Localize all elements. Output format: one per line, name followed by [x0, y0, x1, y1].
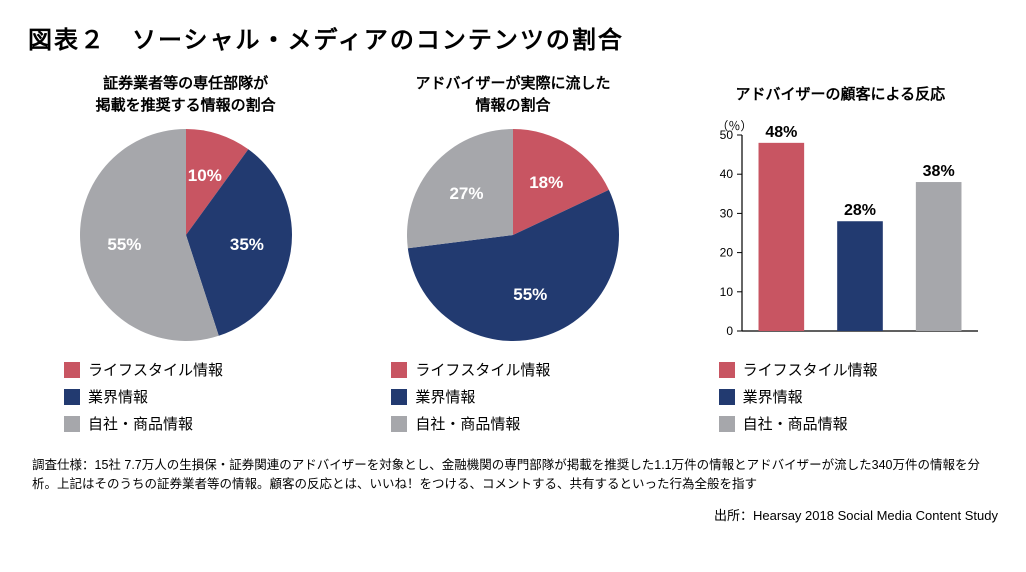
legend-label: 自社・商品情報: [415, 413, 520, 434]
swatch-industry-icon: [391, 389, 407, 405]
bar-canvas: （％） 0102030405048%28%38%: [690, 125, 990, 345]
legend-label: ライフスタイル情報: [743, 359, 878, 380]
svg-text:40: 40: [720, 167, 734, 181]
swatch-company-icon: [391, 416, 407, 432]
pie1-legend: ライフスタイル情報 業界情報 自社・商品情報: [28, 359, 223, 434]
legend-label: 業界情報: [415, 386, 475, 407]
svg-text:28%: 28%: [844, 202, 876, 219]
legend-item-industry: 業界情報: [391, 386, 550, 407]
swatch-industry-icon: [64, 389, 80, 405]
swatch-lifestyle-icon: [391, 362, 407, 378]
legend-label: ライフスタイル情報: [88, 359, 223, 380]
swatch-lifestyle-icon: [64, 362, 80, 378]
figure-title: 図表２ ソーシャル・メディアのコンテンツの割合: [28, 20, 998, 55]
swatch-company-icon: [64, 416, 80, 432]
pie-chart-2: アドバイザーが実際に流した 情報の割合 18%55%27% ライフスタイル情報 …: [355, 73, 670, 434]
pie2-canvas: 18%55%27%: [403, 125, 623, 345]
svg-text:38%: 38%: [923, 163, 955, 180]
legend-item-lifestyle: ライフスタイル情報: [64, 359, 223, 380]
legend-label: 業界情報: [88, 386, 148, 407]
legend-label: 自社・商品情報: [88, 413, 193, 434]
svg-text:30: 30: [720, 206, 734, 220]
charts-row: 証券業者等の専任部隊が 掲載を推奨する情報の割合 10%35%55% ライフスタ…: [28, 73, 998, 434]
svg-text:48%: 48%: [766, 125, 798, 141]
legend-item-company: 自社・商品情報: [391, 413, 550, 434]
svg-text:10: 10: [720, 285, 734, 299]
swatch-company-icon: [719, 416, 735, 432]
legend-item-company: 自社・商品情報: [719, 413, 878, 434]
legend-item-industry: 業界情報: [64, 386, 223, 407]
legend-label: 自社・商品情報: [743, 413, 848, 434]
legend-item-industry: 業界情報: [719, 386, 878, 407]
swatch-lifestyle-icon: [719, 362, 735, 378]
footnote: 調査仕様：15社 7.7万人の生損保・証券関連のアドバイザーを対象とし、金融機関…: [28, 456, 998, 495]
svg-text:0: 0: [727, 324, 734, 338]
legend-item-lifestyle: ライフスタイル情報: [719, 359, 878, 380]
y-axis-unit: （％）: [716, 117, 752, 134]
swatch-industry-icon: [719, 389, 735, 405]
pie2-legend: ライフスタイル情報 業界情報 自社・商品情報: [355, 359, 550, 434]
legend-label: 業界情報: [743, 386, 803, 407]
pie1-title: 証券業者等の専任部隊が 掲載を推奨する情報の割合: [96, 73, 276, 117]
bar-legend: ライフスタイル情報 業界情報 自社・商品情報: [683, 359, 878, 434]
pie-chart-1: 証券業者等の専任部隊が 掲載を推奨する情報の割合 10%35%55% ライフスタ…: [28, 73, 343, 434]
pie2-title: アドバイザーが実際に流した 情報の割合: [415, 73, 610, 117]
legend-item-company: 自社・商品情報: [64, 413, 223, 434]
legend-item-lifestyle: ライフスタイル情報: [391, 359, 550, 380]
source-line: 出所：Hearsay 2018 Social Media Content Stu…: [28, 505, 998, 524]
pie1-canvas: 10%35%55%: [76, 125, 296, 345]
bar-chart: アドバイザーの顧客による反応 （％） 0102030405048%28%38% …: [683, 73, 998, 434]
legend-label: ライフスタイル情報: [415, 359, 550, 380]
bar-title: アドバイザーの顧客による反応: [736, 73, 946, 117]
svg-text:20: 20: [720, 246, 734, 260]
